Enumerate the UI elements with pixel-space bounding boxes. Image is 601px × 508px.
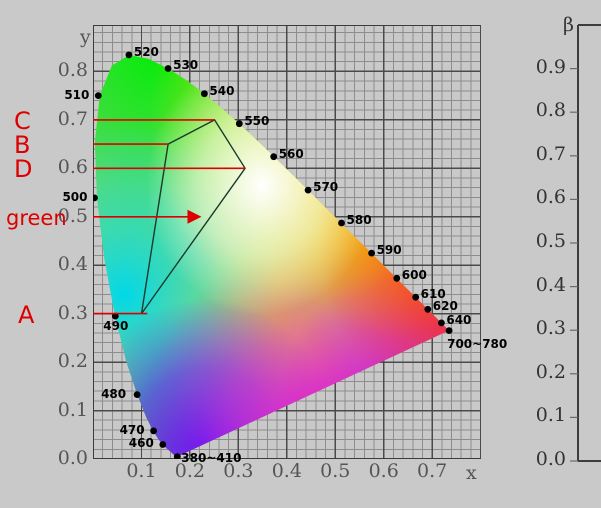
x-tick-0.3: 0.3 — [223, 460, 254, 482]
y-tick-0.4: 0.4 — [57, 253, 88, 276]
wavelength-label-600: 600 — [401, 268, 427, 283]
beta-tick-0.8: 0.8 — [535, 99, 566, 122]
beta-axis-title: β — [563, 14, 574, 36]
wavelength-markers — [93, 51, 453, 459]
wavelength-label-530: 530 — [173, 58, 199, 73]
x-axis-title: x — [466, 462, 477, 484]
beta-tick-0.9: 0.9 — [535, 55, 566, 78]
y-tick-0.0: 0.0 — [57, 447, 88, 469]
beta-axis-panel: β 0.9 0.8 0.7 0.6 0.5 0.4 0.3 0.2 0.1 0.0 — [500, 0, 601, 504]
wavelength-label-500: 500 — [62, 189, 88, 204]
beta-tick-0.1: 0.1 — [535, 404, 566, 427]
y-axis-title: y — [80, 26, 91, 48]
wavelength-label-640: 640 — [446, 312, 472, 327]
wavelength-label-510: 510 — [64, 87, 90, 102]
wavelength-label-380-410: 380~410 — [181, 450, 242, 465]
beta-tick-0.0: 0.0 — [535, 448, 566, 470]
annotation-label-a: A — [18, 301, 35, 329]
x-tick-0.2: 0.2 — [174, 460, 205, 482]
beta-tick-0.7: 0.7 — [535, 142, 566, 165]
wavelength-label-460: 460 — [128, 436, 154, 451]
y-tick-0.2: 0.2 — [57, 350, 88, 373]
chromaticity-plot-svg — [93, 25, 481, 459]
wavelength-label-470: 470 — [119, 422, 145, 437]
beta-axis-ticks — [570, 67, 578, 462]
x-tick-0.6: 0.6 — [368, 460, 399, 482]
x-tick-0.5: 0.5 — [320, 460, 351, 482]
beta-axis-svg — [570, 24, 601, 462]
wavelength-label-550: 550 — [244, 113, 270, 128]
chromaticity-plot — [93, 25, 481, 459]
y-tick-0.5: 0.5 — [57, 204, 88, 227]
annotation-label-green: green — [6, 206, 67, 230]
x-tick-0.1: 0.1 — [126, 460, 157, 482]
beta-tick-0.3: 0.3 — [535, 317, 566, 340]
beta-tick-0.2: 0.2 — [535, 360, 566, 383]
wavelength-label-570: 570 — [313, 180, 339, 195]
annotation-arrows — [93, 119, 246, 315]
y-tick-0.1: 0.1 — [57, 398, 88, 421]
wavelength-label-560: 560 — [278, 146, 304, 161]
wavelength-label-610: 610 — [420, 287, 446, 302]
wavelength-label-620: 620 — [432, 299, 458, 314]
wavelength-label-520: 520 — [133, 44, 159, 59]
wavelength-label-700-780: 700~780 — [447, 336, 508, 351]
x-tick-0.7: 0.7 — [417, 460, 448, 482]
y-tick-0.6: 0.6 — [57, 156, 88, 179]
wavelength-label-540: 540 — [209, 83, 235, 98]
wavelength-label-480: 480 — [101, 386, 127, 401]
y-tick-0.3: 0.3 — [57, 301, 88, 324]
beta-axis-frame — [577, 24, 601, 462]
wavelength-label-590: 590 — [376, 243, 402, 258]
wavelength-label-490: 490 — [103, 319, 129, 334]
beta-tick-0.6: 0.6 — [535, 186, 566, 209]
annotation-label-c: C — [14, 107, 31, 135]
annotation-label-b: B — [14, 131, 31, 159]
y-tick-0.8: 0.8 — [57, 59, 88, 82]
x-tick-0.4: 0.4 — [271, 460, 302, 482]
wavelength-label-580: 580 — [346, 213, 372, 228]
beta-tick-0.5: 0.5 — [535, 230, 566, 252]
beta-tick-0.4: 0.4 — [535, 273, 566, 296]
annotation-label-d: D — [14, 155, 33, 183]
y-tick-0.7: 0.7 — [57, 107, 88, 130]
